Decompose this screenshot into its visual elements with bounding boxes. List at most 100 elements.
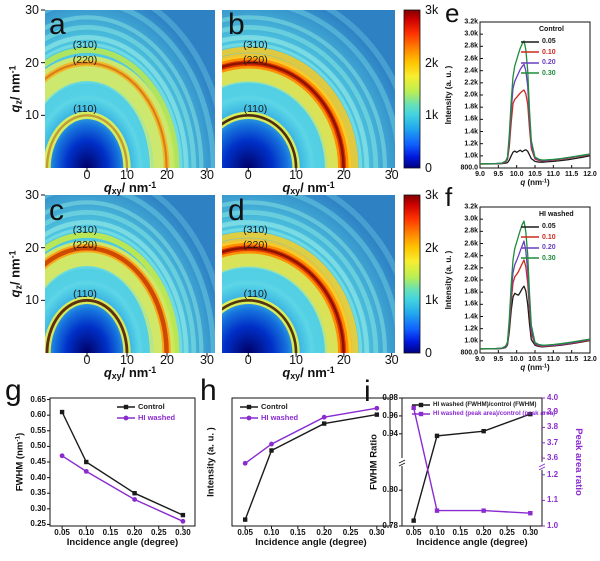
legend-label: 0.30 (542, 69, 556, 77)
legend-swatch (521, 225, 539, 228)
y-tick-label-right: 1.0 (547, 521, 559, 530)
y-tick-label: 10 (25, 108, 39, 123)
x-tick-label: 0.25 (150, 528, 167, 537)
y-tick-label: 3.0k (464, 30, 478, 38)
y-tick-label-left: 0.94 (382, 428, 398, 438)
series-0.30-line (479, 220, 591, 350)
x-tick-label: 0.10 (429, 528, 445, 537)
colorbar-tick-label: 0 (425, 345, 432, 360)
x-tick-label: 9.5 (493, 355, 504, 363)
legend-swatch (521, 51, 539, 54)
legend-swatch (521, 246, 539, 249)
diffraction-ring (222, 220, 370, 353)
diffraction-ring (45, 200, 204, 353)
diffraction-ring (222, 265, 328, 353)
x-tick-label: 11.5 (565, 170, 579, 178)
y-tick-label: 2.4k (464, 252, 478, 260)
series-line (413, 413, 531, 521)
legend-swatch (412, 411, 430, 416)
y-tick-label: 2.8k (464, 42, 478, 50)
y-tick-label-left: 0.78 (382, 521, 398, 530)
x-tick-label: 9.0 (475, 170, 485, 178)
x-tick-label: 30 (384, 168, 399, 182)
diffraction-ring (45, 42, 183, 168)
panel-letter-e: e (445, 0, 460, 28)
colorbar-tick-label: 1k (425, 293, 439, 308)
data-point (84, 459, 89, 465)
ring-label-d-(110): (110) (243, 287, 268, 300)
legend-label: 0.20 (542, 59, 556, 67)
y-tick-label-left: 0.80 (382, 485, 398, 495)
y-tick-label: 1.8k (464, 103, 478, 111)
legend-entry: 0.30 (521, 253, 574, 264)
legend-entry: 0.20 (521, 58, 564, 69)
legend-swatch (521, 72, 539, 75)
ring-label-d-(310): (310) (243, 224, 268, 237)
x-tick-label: 30 (384, 353, 399, 367)
diffraction-ring (222, 200, 388, 353)
x-axis-label-g: Incidence angle (degree) (66, 537, 179, 548)
y-tick-label: 1.4k (464, 128, 478, 135)
series-HI washed-line (244, 407, 377, 464)
y-tick-label: 0.60 (30, 410, 46, 420)
legend-i: HI washed (FWHM)/control (FWHM) HI washed… (412, 400, 555, 418)
y-tick-label-right: 3.7 (547, 437, 559, 447)
y-tick-label: 2.0k (464, 91, 478, 99)
diffraction-ring (222, 25, 379, 168)
y-tick-label: 1.2k (464, 140, 478, 148)
legend-entry: 0.05 (521, 37, 564, 48)
x-tick-label: 0.15 (452, 528, 469, 537)
legend-label: Control (261, 402, 288, 411)
x-tick-label: 10.0 (509, 170, 524, 178)
x-tick-label: 10.5 (528, 170, 542, 178)
data-point (242, 460, 248, 466)
x-axis-label-h: Incidence angle (degree) (255, 537, 367, 548)
x-tick-label: 11.0 (546, 355, 560, 363)
diffraction-ring (222, 80, 328, 168)
y-tick-label: 30 (25, 187, 39, 202)
x-tick-label: 11.0 (546, 170, 560, 178)
y-tick-label: 3.2k (464, 18, 478, 26)
diffraction-ring (222, 15, 388, 168)
legend-label: HI washed (FWHM)/control (FWHM) (433, 401, 537, 408)
data-point (481, 508, 486, 513)
y-tick-label: 1.0k (464, 337, 478, 345)
x-tick-label: 0 (83, 168, 91, 182)
y-tick-label: 0.55 (30, 425, 46, 435)
legend-h: Control HI washed (240, 401, 298, 423)
y-axis-label-a: qz/ nm-1 (7, 65, 24, 113)
legend-entry: 0.20 (521, 243, 574, 254)
colorbar-tick-label: 2k (425, 240, 439, 255)
legend-swatch (117, 415, 135, 420)
x-tick-label: 20 (336, 353, 351, 367)
colorbar-tick-label: 2k (425, 55, 439, 70)
series-line (413, 407, 531, 514)
ring-label-c-(310): (310) (72, 224, 98, 237)
data-point (59, 453, 65, 459)
series-Control-line (244, 413, 377, 520)
legend-label: HI washed (peak area)/control (peak area… (433, 410, 556, 417)
ring-label-c-(110): (110) (73, 287, 97, 300)
axis-break-mark (398, 462, 406, 467)
panel-letter-f: f (445, 182, 453, 212)
colorbar-tick-label: 0 (425, 160, 432, 175)
legend-swatch (240, 404, 258, 409)
y-tick-label: 2.6k (464, 240, 478, 247)
data-point (59, 409, 65, 415)
colorbar-tick-label: 3k (425, 2, 439, 17)
y-axis-label-i-left: FWHM Ratio (368, 434, 380, 490)
data-point (269, 441, 274, 447)
x-axis-label-i: Incidence angle (degree) (416, 537, 528, 548)
x-tick-label: 10 (289, 168, 304, 182)
y-tick-label: 2.2k (464, 79, 478, 87)
axis-break-mark (538, 466, 546, 471)
y-tick-label-right: 3.8 (547, 422, 559, 432)
y-tick-label: 0.65 (30, 394, 46, 404)
series-HI washed-line (61, 455, 184, 522)
y-tick-label-left: 0.96 (382, 410, 398, 420)
x-tick-label: 30 (200, 353, 214, 367)
y-tick-label: 10 (25, 293, 39, 308)
y-axis-label-h: Intensity (a. u. ) (205, 427, 217, 497)
